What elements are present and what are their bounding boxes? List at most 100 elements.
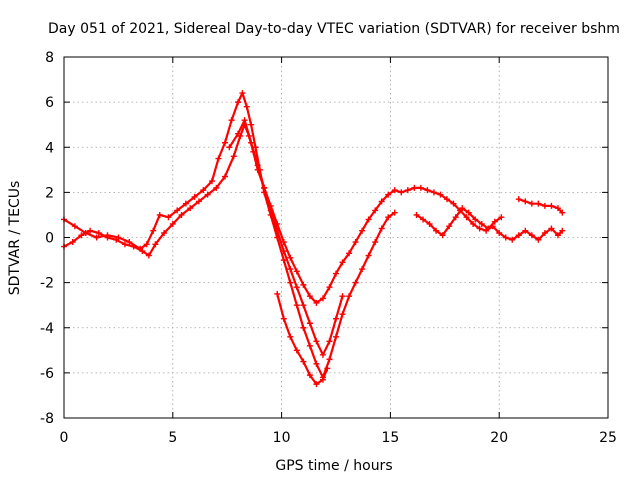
data-point-track-3 bbox=[326, 338, 333, 345]
y-tick-label: 2 bbox=[45, 185, 54, 201]
data-point-track-1 bbox=[365, 252, 372, 259]
data-point-track-2 bbox=[535, 236, 542, 243]
series-line-track-3 bbox=[228, 119, 344, 356]
data-point-track-1 bbox=[339, 311, 346, 318]
data-point-track-1 bbox=[352, 279, 359, 286]
data-point-track-1 bbox=[182, 200, 189, 207]
data-point-track-3 bbox=[254, 162, 261, 169]
data-point-track-4 bbox=[313, 381, 320, 388]
data-point-track-2 bbox=[528, 232, 535, 239]
data-point-track-1 bbox=[280, 257, 287, 264]
data-point-track-1 bbox=[143, 241, 150, 248]
data-point-track-2 bbox=[78, 232, 85, 239]
data-point-track-2 bbox=[385, 191, 392, 198]
data-point-track-1 bbox=[391, 209, 398, 216]
tick-layer: 0 5 10 15 20 25 -8 -6 -4 -2 0 2 4 6 8 bbox=[40, 50, 617, 446]
data-point-track-1 bbox=[93, 234, 100, 241]
data-point-track-2 bbox=[95, 229, 102, 236]
data-point-track-4 bbox=[293, 347, 300, 354]
data-point-track-6 bbox=[554, 205, 561, 212]
data-point-track-2 bbox=[130, 243, 137, 250]
x-axis-label: GPS time / hours bbox=[275, 458, 392, 474]
data-point-track-4 bbox=[306, 372, 313, 379]
series-layer bbox=[61, 90, 566, 388]
x-tick-label: 15 bbox=[381, 430, 399, 446]
data-point-track-1 bbox=[126, 239, 133, 246]
data-point-track-2 bbox=[463, 214, 470, 221]
series-line-track-1 bbox=[62, 91, 396, 379]
data-point-track-2 bbox=[352, 239, 359, 246]
data-point-track-1 bbox=[313, 360, 320, 367]
data-point-track-2 bbox=[450, 200, 457, 207]
data-point-track-2 bbox=[541, 229, 548, 236]
data-point-track-2 bbox=[333, 270, 339, 277]
data-point-track-4 bbox=[280, 315, 287, 322]
data-point-track-1 bbox=[208, 178, 215, 185]
data-point-track-2 bbox=[69, 239, 76, 246]
x-tick-label: 10 bbox=[273, 430, 291, 446]
data-point-track-2 bbox=[213, 184, 220, 191]
data-point-track-4 bbox=[319, 376, 326, 383]
data-point-track-2 bbox=[306, 293, 313, 300]
data-point-track-2 bbox=[496, 229, 503, 236]
data-point-track-2 bbox=[430, 189, 437, 196]
data-point-track-2 bbox=[417, 184, 424, 191]
data-point-track-2 bbox=[87, 227, 94, 234]
x-tick-label: 25 bbox=[599, 430, 617, 446]
data-point-track-5 bbox=[472, 216, 479, 223]
data-point-track-6 bbox=[548, 202, 555, 209]
y-tick-label: 0 bbox=[45, 231, 54, 247]
data-point-track-2 bbox=[339, 259, 346, 266]
data-point-track-1 bbox=[191, 193, 198, 200]
data-point-track-1 bbox=[300, 324, 307, 331]
data-point-track-5 bbox=[426, 220, 433, 227]
data-point-track-5 bbox=[491, 218, 498, 225]
y-tick-label: -8 bbox=[40, 411, 54, 427]
data-point-track-2 bbox=[559, 227, 566, 234]
x-tick-label: 0 bbox=[60, 430, 69, 446]
data-point-track-5 bbox=[433, 227, 440, 234]
data-point-track-2 bbox=[522, 227, 529, 234]
data-point-track-3 bbox=[241, 117, 248, 124]
data-point-track-5 bbox=[446, 223, 453, 230]
data-point-track-2 bbox=[293, 268, 300, 275]
y-tick-label: 6 bbox=[45, 95, 54, 111]
data-point-track-1 bbox=[222, 139, 229, 146]
y-tick-label: 4 bbox=[45, 140, 54, 156]
data-point-track-1 bbox=[243, 103, 250, 110]
data-point-track-1 bbox=[333, 333, 339, 340]
data-point-track-2 bbox=[365, 216, 372, 223]
data-point-track-6 bbox=[559, 209, 566, 216]
y-tick-label: 8 bbox=[45, 50, 54, 66]
data-point-track-2 bbox=[346, 250, 353, 257]
data-point-track-2 bbox=[113, 236, 120, 243]
data-point-track-3 bbox=[226, 144, 233, 151]
data-point-track-1 bbox=[71, 223, 78, 230]
data-point-track-5 bbox=[420, 216, 427, 223]
data-point-track-2 bbox=[398, 189, 405, 196]
data-point-track-5 bbox=[459, 205, 466, 212]
data-point-track-1 bbox=[359, 266, 366, 273]
data-point-track-2 bbox=[404, 187, 411, 194]
data-point-track-2 bbox=[287, 254, 294, 261]
data-point-track-2 bbox=[548, 225, 555, 232]
x-tick-label: 20 bbox=[490, 430, 508, 446]
data-point-track-4 bbox=[300, 358, 307, 365]
data-point-track-3 bbox=[293, 284, 300, 291]
data-point-track-1 bbox=[228, 117, 235, 124]
data-point-track-3 bbox=[235, 130, 242, 137]
data-point-track-2 bbox=[502, 234, 509, 241]
data-point-track-5 bbox=[478, 220, 485, 227]
y-tick-label: -2 bbox=[40, 276, 54, 292]
data-point-track-2 bbox=[509, 236, 516, 243]
data-point-track-1 bbox=[174, 207, 181, 214]
data-point-track-2 bbox=[152, 241, 159, 248]
data-point-track-3 bbox=[319, 351, 326, 358]
y-tick-label: -6 bbox=[40, 366, 54, 382]
data-point-track-2 bbox=[187, 205, 194, 212]
series-line-track-2 bbox=[62, 123, 564, 304]
data-point-track-2 bbox=[443, 196, 450, 203]
plot-frame bbox=[63, 56, 609, 419]
data-point-track-5 bbox=[485, 225, 492, 232]
